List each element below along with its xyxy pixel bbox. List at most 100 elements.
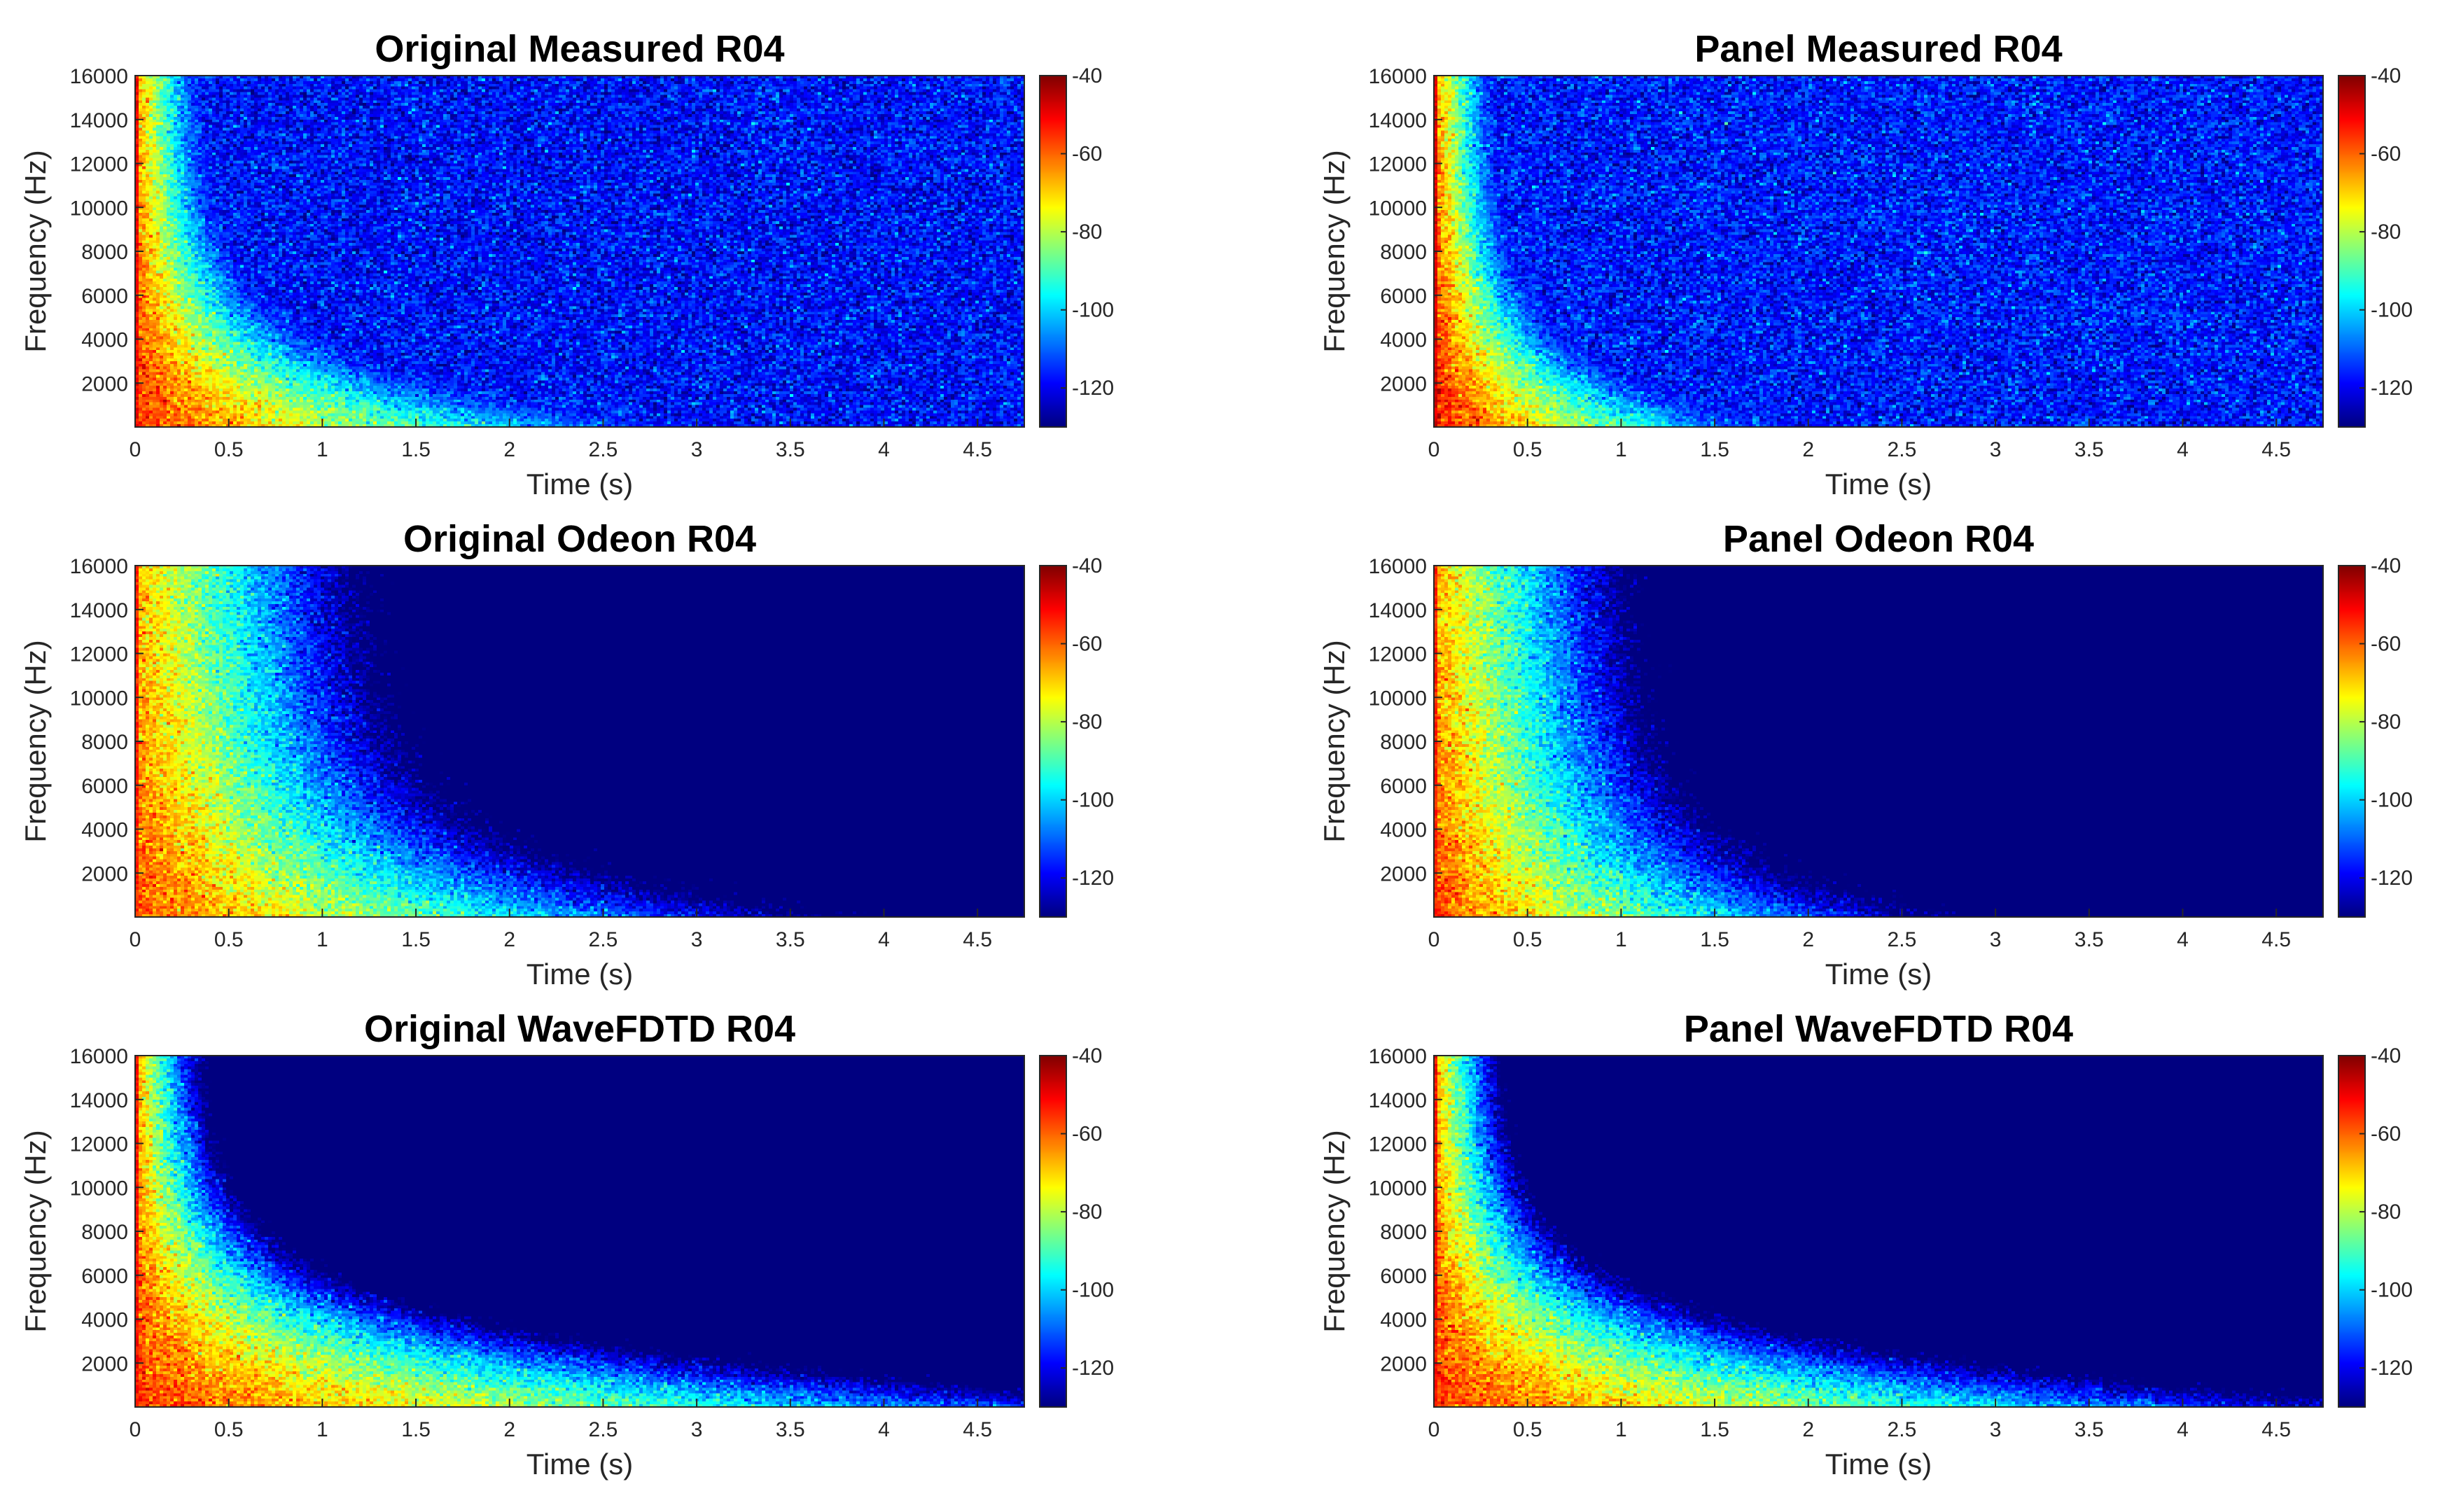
panel-panel-wavefdtd-r04: Panel WaveFDTD R04 0 0.5 1 1.5 2 2.5 3 3.5 4 4.5 20… <box>1318 1008 2413 1480</box>
colorbar-gradient <box>1040 566 1066 917</box>
y-tick-label: 12000 <box>70 153 128 176</box>
colorbar-tick-label: -40 <box>2371 1044 2401 1068</box>
x-tick-label: 0.5 <box>1513 928 1542 951</box>
y-tick-label: 4000 <box>1380 819 1427 842</box>
y-tick-label: 8000 <box>81 241 128 264</box>
x-tick-label: 4 <box>2177 928 2189 951</box>
colorbar-tick-label: -80 <box>1072 1200 1102 1224</box>
spectrogram-heatmap <box>1434 76 2323 427</box>
y-tick-label: 4000 <box>81 819 128 842</box>
x-tick-label: 0 <box>1428 438 1440 461</box>
colorbar-tick-label: -100 <box>1072 789 1114 812</box>
x-tick-label: 2 <box>503 438 515 461</box>
y-tick-label: 16000 <box>1369 1045 1427 1068</box>
spectrogram-heatmap <box>135 1056 1024 1407</box>
x-tick-label: 0.5 <box>1513 438 1542 461</box>
x-tick-label: 2 <box>1802 1418 1814 1441</box>
x-tick-label: 0.5 <box>1513 1418 1542 1441</box>
y-tick-label: 4000 <box>1380 329 1427 352</box>
y-tick-label: 6000 <box>81 775 128 798</box>
y-tick-label: 14000 <box>70 109 128 132</box>
x-tick-label: 4.5 <box>2261 928 2291 951</box>
spectrogram-heatmap <box>135 76 1024 427</box>
colorbar-frame <box>1039 1055 1067 1408</box>
y-tick-label: 8000 <box>1380 1221 1427 1244</box>
colorbar-tick-label: -120 <box>2371 377 2413 400</box>
y-axis-label: Frequency (Hz) <box>19 1130 52 1332</box>
colorbar-tick-label: -60 <box>2371 1123 2401 1146</box>
x-tick-label: 3 <box>691 438 703 461</box>
x-tick-label: 4.5 <box>963 438 992 461</box>
x-tick-label: 2.5 <box>589 438 618 461</box>
chart-title: Panel WaveFDTD R04 <box>1684 1008 2073 1050</box>
panel-panel-odeon-r04: Panel Odeon R04 0 0.5 1 1.5 2 2.5 3 3.5 4 4.5 2000 4… <box>1318 518 2413 990</box>
x-tick-label: 4.5 <box>2261 1418 2291 1441</box>
y-tick-label: 12000 <box>1369 153 1427 176</box>
colorbar-frame <box>2338 1055 2366 1408</box>
panel-original-measured-r04: Original Measured R04 0 0.5 1 1.5 2 2.5 3 3.5 4 4.… <box>19 28 1114 500</box>
x-tick-label: 3.5 <box>776 438 805 461</box>
colorbar-tick-label: -100 <box>2371 789 2413 812</box>
y-tick-label: 2000 <box>81 862 128 886</box>
x-tick-label: 4 <box>878 1418 890 1441</box>
chart-title: Panel Odeon R04 <box>1723 518 2034 560</box>
colorbar-tick-label: -120 <box>1072 1357 1114 1380</box>
y-tick-label: 10000 <box>1369 197 1427 220</box>
y-tick-label: 10000 <box>1369 1177 1427 1200</box>
x-tick-label: 2 <box>1802 928 1814 951</box>
x-tick-label: 3.5 <box>2075 928 2104 951</box>
colorbar-tick-label: -100 <box>1072 299 1114 322</box>
x-tick-label: 4.5 <box>963 928 992 951</box>
x-tick-label: 3 <box>1990 438 2002 461</box>
y-axis-label: Frequency (Hz) <box>19 150 52 352</box>
x-tick-label: 1.5 <box>401 438 431 461</box>
x-tick-label: 1 <box>316 928 328 951</box>
x-tick-label: 0 <box>130 928 141 951</box>
chart-title: Original WaveFDTD R04 <box>364 1008 795 1050</box>
colorbar-gradient <box>2338 566 2365 917</box>
y-tick-label: 14000 <box>1369 599 1427 622</box>
y-tick-label: 4000 <box>81 329 128 352</box>
y-tick-label: 12000 <box>70 643 128 666</box>
y-tick-label: 12000 <box>1369 643 1427 666</box>
x-tick-label: 1.5 <box>401 928 431 951</box>
x-tick-label: 1 <box>1615 1418 1627 1441</box>
y-tick-label: 12000 <box>70 1133 128 1156</box>
x-tick-label: 1 <box>1615 928 1627 951</box>
colorbar-tick-label: -80 <box>2371 710 2401 734</box>
x-tick-label: 4.5 <box>2261 438 2291 461</box>
colorbar-tick-label: -40 <box>2371 554 2401 578</box>
x-tick-label: 3 <box>1990 1418 2002 1441</box>
y-tick-label: 16000 <box>70 555 128 578</box>
colorbar-tick-label: -120 <box>2371 1357 2413 1380</box>
panel-original-wavefdtd-r04: Original WaveFDTD R04 0 0.5 1 1.5 2 2.5 3 3.5 4 4.… <box>19 1008 1114 1480</box>
x-tick-label: 0.5 <box>214 1418 244 1441</box>
x-tick-label: 3.5 <box>2075 438 2104 461</box>
y-tick-label: 2000 <box>1380 862 1427 886</box>
x-tick-label: 4.5 <box>963 1418 992 1441</box>
x-tick-label: 3 <box>1990 928 2002 951</box>
colorbar-tick-label: -40 <box>1072 554 1102 578</box>
spectrogram-heatmap <box>1434 1056 2323 1407</box>
y-tick-label: 16000 <box>70 65 128 88</box>
x-tick-label: 4 <box>2177 1418 2189 1441</box>
colorbar-gradient <box>2338 1056 2365 1407</box>
colorbar-frame <box>1039 565 1067 918</box>
x-tick-label: 0.5 <box>214 928 244 951</box>
colorbar-tick-label: -80 <box>2371 1200 2401 1224</box>
x-axis-label: Time (s) <box>527 1448 633 1480</box>
panel-original-odeon-r04: Original Odeon R04 0 0.5 1 1.5 2 2.5 3 3.5 4 4.5 20… <box>19 518 1114 990</box>
x-tick-label: 1.5 <box>1700 438 1729 461</box>
y-tick-label: 14000 <box>1369 1089 1427 1112</box>
colorbar-frame <box>2338 75 2366 428</box>
x-tick-label: 0 <box>1428 1418 1440 1441</box>
y-tick-label: 8000 <box>81 1221 128 1244</box>
x-tick-label: 4 <box>2177 438 2189 461</box>
chart-title: Original Measured R04 <box>375 28 784 70</box>
x-axis-label: Time (s) <box>1825 1448 1932 1480</box>
x-tick-label: 2.5 <box>1888 438 1917 461</box>
colorbar-tick-label: -40 <box>1072 1044 1102 1068</box>
y-tick-label: 10000 <box>70 197 128 220</box>
spectrogram-heatmap <box>1434 566 2323 917</box>
